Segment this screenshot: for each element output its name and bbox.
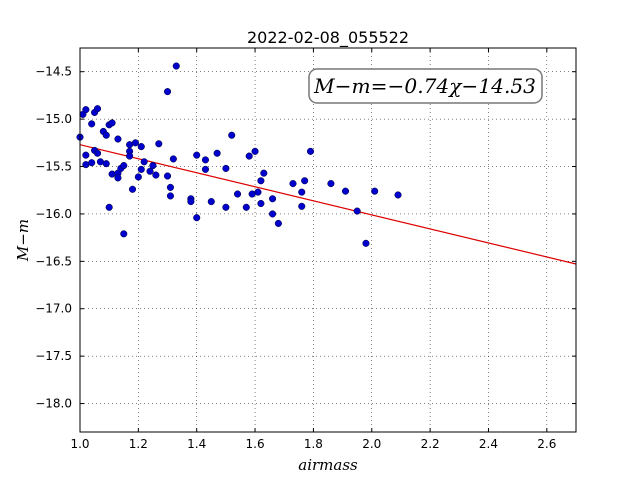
data-point: [353, 207, 361, 215]
data-point: [207, 198, 215, 206]
data-point: [140, 158, 148, 166]
data-point: [187, 198, 195, 206]
data-point: [82, 151, 90, 159]
data-point: [108, 170, 116, 178]
grid-lines: [79, 48, 576, 432]
data-point: [257, 177, 265, 185]
data-point: [289, 180, 297, 188]
data-point: [362, 239, 370, 247]
y-tick-label: −17.5: [35, 349, 72, 363]
data-point: [88, 159, 96, 167]
data-point: [242, 203, 250, 211]
data-point: [222, 164, 230, 172]
data-point: [146, 167, 154, 175]
data-point: [163, 88, 172, 96]
x-tick-label: 1.4: [187, 437, 206, 451]
data-point: [108, 119, 116, 127]
x-tick-label: 2.0: [362, 437, 381, 451]
y-tick-label: −15.5: [35, 160, 72, 174]
data-point: [169, 155, 177, 163]
data-point: [341, 187, 350, 195]
x-axis-label: airmass: [298, 456, 358, 474]
data-point: [163, 172, 172, 180]
x-tick-label: 2.6: [537, 437, 556, 451]
data-point: [93, 105, 102, 113]
data-point: [228, 131, 236, 139]
data-point: [105, 203, 113, 211]
y-axis: −14.5 −15.0 −15.5 −16.0 −16.5 −17.0 −17.5 −18.0: [35, 65, 576, 411]
data-point: [269, 195, 277, 203]
data-points: [76, 62, 402, 247]
data-point: [234, 190, 242, 198]
data-point: [166, 192, 174, 200]
data-point: [128, 185, 137, 193]
y-tick-label: −17.0: [35, 302, 72, 316]
y-tick-label: −15.0: [35, 112, 72, 126]
data-point: [126, 152, 134, 160]
equation-text: M−m=−0.74χ−14.53: [313, 74, 536, 98]
data-point: [152, 171, 160, 179]
data-point: [131, 139, 139, 147]
data-point: [245, 152, 253, 160]
x-tick-label: 2.2: [421, 437, 440, 451]
data-point: [371, 187, 379, 195]
x-tick-label: 2.4: [479, 437, 498, 451]
data-point: [327, 180, 335, 188]
data-point: [166, 183, 174, 191]
x-tick-label: 1.0: [70, 437, 89, 451]
chart-title: 2022-02-08_055522: [247, 28, 409, 48]
x-tick-label: 1.2: [129, 437, 148, 451]
data-point: [155, 140, 163, 148]
data-point: [301, 177, 309, 185]
equation-annotation: M−m=−0.74χ−14.53: [308, 68, 543, 104]
data-point: [114, 174, 122, 182]
data-point: [149, 162, 157, 170]
x-tick-label: 1.6: [246, 437, 265, 451]
data-point: [137, 165, 145, 173]
plot-frame: [79, 47, 577, 433]
y-tick-label: −18.0: [35, 397, 72, 411]
y-tick-label: −16.5: [35, 254, 72, 268]
plot-area: [80, 48, 576, 432]
y-tick-label: −16.0: [35, 207, 72, 221]
x-axis: 1.0 1.2 1.4 1.6 1.8 2.0 2.2 2.4 2.6: [70, 48, 556, 451]
equation-box: [308, 68, 543, 104]
data-point: [260, 169, 268, 177]
data-point: [306, 147, 315, 155]
data-point: [213, 149, 221, 157]
x-tick-label: 1.8: [304, 437, 323, 451]
data-point: [274, 219, 282, 227]
data-point: [254, 188, 262, 196]
data-point: [394, 191, 402, 199]
y-tick-label: −14.5: [35, 65, 72, 79]
fit-line: [79, 144, 577, 265]
data-point: [114, 135, 122, 143]
data-point: [269, 210, 277, 218]
data-point: [134, 173, 142, 181]
data-point: [222, 203, 230, 211]
data-point: [298, 188, 306, 196]
data-point: [298, 202, 306, 210]
y-axis-label: M−m: [14, 219, 32, 262]
data-point: [172, 62, 180, 70]
data-point: [120, 162, 128, 170]
data-point: [93, 149, 102, 157]
data-point: [193, 214, 201, 222]
data-point: [88, 120, 96, 128]
data-point: [193, 151, 201, 159]
data-point: [102, 160, 110, 168]
data-point: [257, 199, 265, 208]
data-point: [102, 131, 110, 139]
data-point: [201, 165, 210, 173]
data-point: [201, 156, 210, 164]
data-point: [251, 147, 259, 155]
data-point: [120, 230, 128, 238]
data-point: [137, 143, 145, 151]
data-point: [82, 106, 90, 114]
